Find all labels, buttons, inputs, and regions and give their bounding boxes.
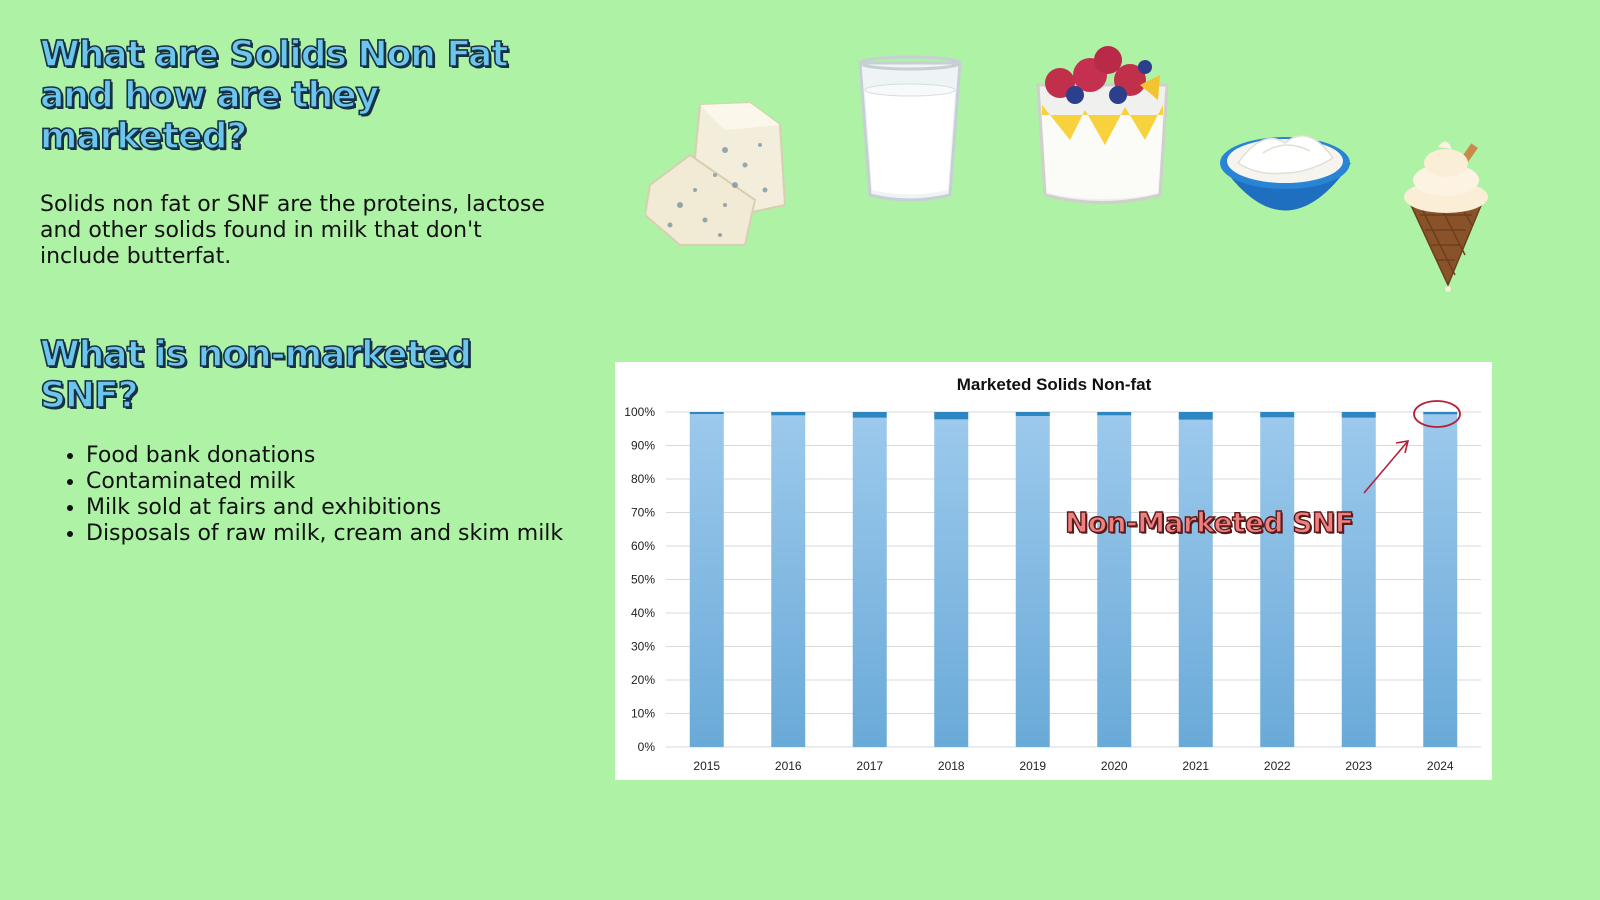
x-tick-label: 2018 bbox=[938, 759, 965, 773]
bar-non-marketed bbox=[689, 412, 724, 415]
bar-marketed bbox=[771, 415, 806, 747]
y-tick-label: 0% bbox=[638, 740, 656, 754]
y-tick-label: 50% bbox=[631, 573, 655, 587]
bar-non-marketed bbox=[852, 412, 887, 418]
glass-of-milk-image bbox=[858, 55, 962, 202]
bar-marketed bbox=[1097, 415, 1132, 747]
bar-marketed bbox=[934, 419, 969, 747]
y-tick-label: 20% bbox=[631, 673, 655, 687]
bar-marketed bbox=[1015, 416, 1050, 747]
list-item: Contaminated milk bbox=[86, 469, 646, 495]
y-tick-label: 100% bbox=[624, 405, 655, 419]
bar-marketed bbox=[689, 414, 724, 747]
bar-non-marketed bbox=[1097, 412, 1132, 416]
chart-title: Marketed Solids Non-fat bbox=[957, 375, 1152, 394]
x-tick-label: 2024 bbox=[1427, 759, 1454, 773]
x-tick-label: 2023 bbox=[1345, 759, 1372, 773]
y-tick-label: 60% bbox=[631, 539, 655, 553]
bar-marketed bbox=[1260, 417, 1295, 747]
x-tick-label: 2020 bbox=[1101, 759, 1128, 773]
y-tick-label: 40% bbox=[631, 606, 655, 620]
bar-marketed bbox=[1423, 414, 1458, 747]
bar-non-marketed bbox=[1341, 412, 1376, 418]
x-tick-label: 2022 bbox=[1264, 759, 1291, 773]
blue-cheese-image bbox=[645, 101, 787, 246]
bar-marketed bbox=[852, 417, 887, 747]
bar-non-marketed bbox=[1178, 412, 1213, 420]
x-tick-label: 2015 bbox=[693, 759, 720, 773]
heading-what-are-snf: What are Solids Non Fat and how are they… bbox=[39, 33, 509, 158]
y-tick-label: 70% bbox=[631, 506, 655, 520]
bar-marketed bbox=[1341, 417, 1376, 747]
yogurt-parfait-image bbox=[1036, 46, 1169, 204]
bar-marketed bbox=[1178, 419, 1213, 747]
y-tick-label: 80% bbox=[631, 472, 655, 486]
list-item: Food bank donations bbox=[86, 443, 646, 469]
y-tick-label: 90% bbox=[631, 439, 655, 453]
non-marketed-callout: Non-Marketed SNF bbox=[1064, 505, 1354, 539]
x-tick-label: 2019 bbox=[1019, 759, 1046, 773]
non-marketed-list: Food bank donations Contaminated milk Mi… bbox=[40, 443, 646, 547]
x-tick-label: 2021 bbox=[1182, 759, 1209, 773]
annotation-arrow bbox=[1363, 440, 1410, 494]
bar-non-marketed bbox=[771, 412, 806, 416]
bar-non-marketed bbox=[1423, 412, 1458, 415]
list-item: Milk sold at fairs and exhibitions bbox=[86, 495, 646, 521]
x-axis-ticks: 2015 2016 2017 2018 2019 2020 2021 2022 2023 2024 bbox=[693, 759, 1454, 773]
bar-non-marketed bbox=[1260, 412, 1295, 418]
y-tick-label: 30% bbox=[631, 640, 655, 654]
x-tick-label: 2016 bbox=[775, 759, 802, 773]
heading-non-marketed-snf: What is non-marketed SNF? bbox=[39, 333, 473, 417]
intro-paragraph: Solids non fat or SNF are the proteins, … bbox=[40, 192, 545, 269]
bowl-of-yogurt-image bbox=[1220, 135, 1351, 211]
list-item: Disposals of raw milk, cream and skim mi… bbox=[86, 521, 646, 547]
y-axis-ticks: 0% 10% 20% 30% 40% 50% 60% 70% 80% 90% 100% bbox=[624, 405, 655, 754]
highlight-circle bbox=[1413, 400, 1461, 428]
marketed-snf-chart: Marketed Solids Non-fat 0% 10% 20% 30% 40% 50… bbox=[624, 375, 1481, 773]
bars bbox=[689, 412, 1458, 747]
chart-panel: Marketed Solids Non-fat 0% 10% 20% 30% 40% 50… bbox=[615, 362, 1492, 780]
y-tick-label: 10% bbox=[631, 707, 655, 721]
bar-non-marketed bbox=[1015, 412, 1050, 417]
x-tick-label: 2017 bbox=[856, 759, 883, 773]
bar-non-marketed bbox=[934, 412, 969, 420]
ice-cream-cone-image bbox=[1404, 141, 1488, 292]
